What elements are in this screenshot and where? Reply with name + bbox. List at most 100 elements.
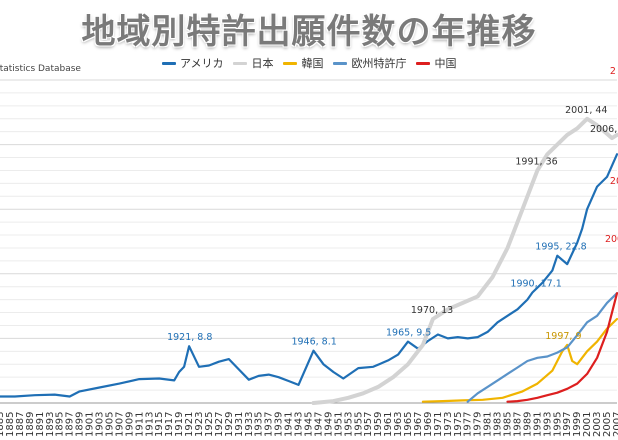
legend-label: 中国 bbox=[434, 57, 457, 70]
series-line-2 bbox=[421, 317, 618, 403]
data-label: 2009, bbox=[605, 234, 618, 245]
data-label: 1921, 8.8 bbox=[167, 332, 212, 343]
x-tick-label: 1979 bbox=[473, 412, 484, 437]
x-tick-label: 1887 bbox=[15, 412, 26, 437]
x-tick-label: 1895 bbox=[55, 412, 66, 437]
x-tick-label: 1957 bbox=[363, 412, 374, 437]
x-tick-label: 1907 bbox=[114, 412, 125, 437]
x-tick-label: 1925 bbox=[204, 412, 215, 437]
legend-label: 日本 bbox=[251, 57, 274, 70]
data-label: 1970, 13 bbox=[411, 305, 453, 316]
x-tick-label: 1903 bbox=[95, 412, 106, 437]
legend-label: 欧州特許庁 bbox=[351, 57, 407, 70]
x-tick-label: 1911 bbox=[134, 412, 145, 437]
x-tick-label: 1885 bbox=[5, 412, 16, 437]
x-tick-label: 1945 bbox=[304, 412, 315, 437]
series-line-0 bbox=[0, 153, 618, 398]
legend-item: アメリカ bbox=[162, 55, 223, 71]
x-tick-label: 1959 bbox=[373, 412, 384, 437]
legend-swatch bbox=[233, 61, 248, 65]
x-tick-label: 1923 bbox=[194, 412, 205, 437]
data-label: 1995, 22.8 bbox=[535, 242, 586, 253]
legend-swatch bbox=[283, 61, 298, 65]
x-tick-label: 1995 bbox=[552, 412, 563, 437]
x-tick-label: 1937 bbox=[264, 412, 275, 437]
x-tick-label: 1933 bbox=[244, 412, 255, 437]
x-tick-label: 1961 bbox=[383, 412, 394, 437]
data-label: 1990, 17.1 bbox=[510, 279, 561, 290]
x-tick-label: 1953 bbox=[343, 412, 354, 437]
data-label: 2 bbox=[610, 66, 616, 77]
x-tick-label: 1963 bbox=[393, 412, 404, 437]
x-tick-label: 1913 bbox=[144, 412, 155, 437]
x-tick-label: 1965 bbox=[403, 412, 414, 437]
x-tick-label: 1971 bbox=[433, 412, 444, 437]
x-tick-label: 1989 bbox=[522, 412, 533, 437]
x-tick-label: 1917 bbox=[164, 412, 175, 437]
x-tick-label: 1981 bbox=[483, 412, 494, 437]
x-tick-label: 1949 bbox=[323, 412, 334, 437]
x-tick-label: 1935 bbox=[254, 412, 265, 437]
x-tick-label: 1909 bbox=[124, 412, 135, 437]
series-line-3 bbox=[466, 292, 618, 403]
x-tick-label: 1947 bbox=[313, 412, 324, 437]
chart-title: 地域別特許出願件数の年推移 bbox=[81, 12, 537, 52]
legend: アメリカ 日本 韓国 欧州特許庁 中国 bbox=[162, 55, 456, 71]
legend-label: アメリカ bbox=[180, 57, 224, 70]
x-tick-label: 1921 bbox=[184, 412, 195, 437]
x-tick-label: 1969 bbox=[423, 412, 434, 437]
x-tick-label: 1983 bbox=[493, 412, 504, 437]
x-tick-label: 1897 bbox=[65, 412, 76, 437]
x-tick-label: 1883 bbox=[0, 412, 6, 437]
legend-item: 日本 bbox=[233, 55, 273, 71]
data-label: 1946, 8.1 bbox=[291, 337, 336, 348]
series-line-1 bbox=[311, 116, 618, 405]
legend-swatch bbox=[162, 61, 176, 65]
x-tick-label: 1927 bbox=[214, 412, 225, 437]
x-tick-label: 1939 bbox=[274, 412, 285, 437]
x-tick-label: 1993 bbox=[542, 412, 553, 437]
x-tick-label: 1901 bbox=[85, 412, 96, 437]
x-tick-label: 1943 bbox=[294, 412, 305, 437]
x-tick-label: 1899 bbox=[75, 412, 86, 437]
x-tick-label: 1929 bbox=[224, 412, 235, 437]
x-tick-label: 1967 bbox=[413, 412, 424, 437]
x-tick-label: 2005 bbox=[602, 412, 613, 437]
series-line-4 bbox=[506, 292, 618, 403]
x-tick-label: 1931 bbox=[234, 412, 245, 437]
x-tick-label: 1941 bbox=[284, 412, 295, 437]
x-tick-label: 1999 bbox=[572, 412, 583, 437]
data-label: 2001, 44 bbox=[565, 105, 607, 116]
data-label: 1997, 9 bbox=[545, 331, 581, 342]
x-tick-label: 1889 bbox=[25, 412, 36, 437]
x-tick-label: 1919 bbox=[174, 412, 185, 437]
data-label: 20 bbox=[610, 176, 618, 187]
x-tick-label: 1991 bbox=[532, 412, 543, 437]
x-tick-label: 1975 bbox=[453, 412, 464, 437]
x-tick-label: 1915 bbox=[154, 412, 165, 437]
legend-swatch bbox=[416, 61, 431, 65]
data-source-label: Statistics Database bbox=[0, 64, 81, 74]
legend-swatch bbox=[333, 61, 348, 65]
x-tick-label: 2003 bbox=[592, 412, 603, 437]
x-tick-label: 2007 bbox=[612, 412, 618, 437]
x-tick-label: 1985 bbox=[503, 412, 514, 437]
data-label: 1991, 36 bbox=[515, 156, 557, 167]
x-tick-label: 1891 bbox=[35, 412, 46, 437]
data-label: 2006, bbox=[590, 124, 617, 135]
x-tick-label: 2001 bbox=[582, 412, 593, 437]
legend-item: 中国 bbox=[416, 55, 456, 71]
data-label: 1965, 9.5 bbox=[386, 328, 431, 339]
legend-label: 韓国 bbox=[301, 57, 324, 70]
legend-item: 韓国 bbox=[283, 55, 323, 71]
x-tick-label: 1893 bbox=[45, 412, 56, 437]
x-tick-label: 1905 bbox=[104, 412, 115, 437]
x-tick-label: 1955 bbox=[353, 412, 364, 437]
legend-item: 欧州特許庁 bbox=[333, 55, 406, 71]
x-tick-label: 1977 bbox=[463, 412, 474, 437]
x-tick-label: 1987 bbox=[512, 412, 523, 437]
x-tick-label: 1973 bbox=[443, 412, 454, 437]
x-tick-label: 1951 bbox=[333, 412, 344, 437]
x-tick-label: 1997 bbox=[562, 412, 573, 437]
